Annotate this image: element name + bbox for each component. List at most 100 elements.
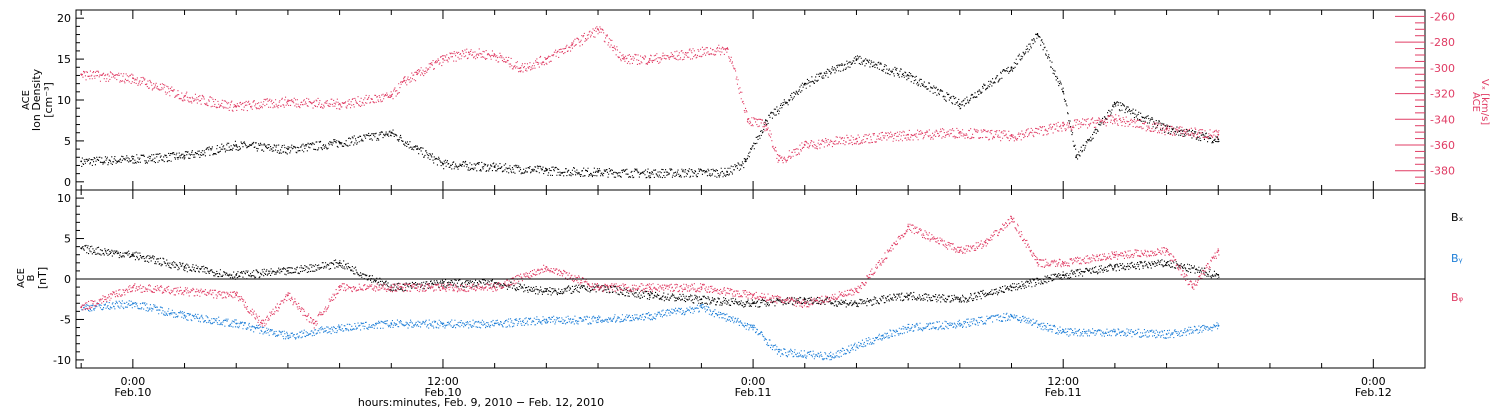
series-top-1-anchor-point [623,58,625,60]
series-bottom-1-anchor-point [597,318,599,321]
series-bottom-0-anchor-point [648,294,651,297]
series-bottom-0-anchor-point [183,266,186,268]
bottom-tick-label: 10 [57,192,71,205]
series-top-1-anchor-point [648,58,651,60]
series-top-1-anchor-point [403,79,406,82]
series-top-0-anchor-point [1036,33,1039,36]
top-panel-data [80,26,1220,179]
series-bottom-2-anchor-point [1062,261,1065,264]
series-bottom-2-anchor-point [1010,217,1013,220]
top-right-axis: -260 -280 -300 -320 -340 -360 -380 [1395,10,1455,185]
series-bottom-0-anchor-point [803,298,806,301]
series-bottom-2-anchor-point [390,286,393,288]
series-bottom-0 [80,244,1220,308]
series-bottom-1-anchor-point [1062,330,1065,333]
series-bottom-0-anchor-point [338,261,341,264]
series-top-1-anchor-point [493,54,496,56]
series-top-0-anchor-point [442,162,444,165]
series-top-0-anchor-point [726,171,729,173]
series-top-1-anchor-point [907,133,909,136]
series-bottom-2-anchor-point [752,294,754,297]
series-bottom-0-anchor-point [1165,261,1168,264]
top-right-tick-label: -300 [1430,62,1455,75]
series-bottom-0-anchor-point [855,302,858,305]
series-top-0-anchor-point [597,171,599,173]
series-top-0-anchor-point [744,160,747,163]
series-top-1-anchor-point [183,95,186,97]
x-tick-label-time: 0:00 [121,375,146,388]
series-top-1-anchor-point [1165,128,1168,131]
series-bottom-1-anchor-point [1010,314,1013,317]
series-top-1-anchor-point [390,95,393,97]
series-top-1-anchor-point [467,51,470,54]
series-top-0-anchor-point [132,158,134,160]
series-top-0-anchor-point [1114,103,1116,105]
series-bottom-2-anchor-point [80,306,83,309]
series-bottom-1-anchor-point [1114,330,1116,333]
series-bottom-1-anchor-point [648,314,651,317]
legend-by: Bᵧ [1451,252,1463,265]
x-tick-label-date: Feb.11 [1045,386,1082,399]
series-bottom-0-anchor-point [80,247,83,250]
series-bottom-0-anchor-point [442,282,444,284]
top-right-axis-title-line-2: Vₓ [km/s] [1479,79,1490,125]
series-bottom-2-anchor-point [958,249,961,252]
series-bottom-1-anchor-point [1165,333,1168,335]
series-bottom-0-anchor-point [1114,266,1116,268]
x-tick-label-time: 12:00 [1047,375,1079,388]
series-bottom-2-anchor-point [261,322,263,325]
legend-bx: Bₓ [1451,211,1464,224]
series-bottom-1-anchor-point [287,334,289,337]
series-top-0-anchor-point [416,148,418,151]
x-tick-label-date: Feb.11 [735,386,772,399]
top-left-axis-title: ACE Ion Density [cm⁻³] [21,68,55,131]
series-top-0-anchor-point [648,171,651,174]
series-top-1-anchor-point [519,67,522,69]
x-tick-label-time: 0:00 [1361,375,1386,388]
series-bottom-1-anchor-point [829,355,832,357]
series-bottom-1-anchor-point [235,322,238,325]
top-left-tick-label: 5 [64,135,71,148]
series-top-0-anchor-point [803,82,806,85]
series-bottom-1-anchor-point [1217,325,1220,327]
series-bottom-2-anchor-point [1114,253,1116,256]
series-top-1-anchor-point [803,144,806,146]
top-left-tick-label: 15 [57,53,71,66]
top-right-tick-label: -360 [1430,139,1455,152]
bottom-panel-data [80,215,1220,361]
top-left-tick-label: 0 [64,176,71,189]
top-left-axis-title-line-1: ACE [21,90,32,110]
series-top-0-anchor-point [338,141,341,144]
series-bottom-1-anchor-point [778,350,780,353]
series-bottom-2-anchor-point [338,286,341,288]
series-top-1-anchor-point [1114,118,1116,121]
series-bottom-2-anchor-point [183,290,186,292]
series-bottom-0-anchor-point [235,274,238,276]
top-right-axis-title: ACE Vₓ [km/s] [1470,79,1490,125]
top-right-tick-label: -320 [1430,88,1455,101]
x-axis: 0:00Feb.1012:00Feb.100:00Feb.1112:00Feb.… [80,10,1426,399]
series-top-0-anchor-point [493,166,496,169]
top-left-axis-title-line-2: Ion Density [30,68,43,131]
bottom-tick-label: -5 [60,313,71,326]
series-top-1-anchor-point [416,73,418,76]
bottom-axis-title-line-2: B [26,274,37,281]
bottom-axis-title-line-1: ACE [16,268,27,288]
series-top-0-anchor-point [1217,138,1220,141]
series-bottom-1-anchor-point [700,306,703,309]
series-bottom-0-anchor-point [700,298,703,301]
series-top-0-anchor-point [545,169,548,172]
series-bottom-1-anchor-point [442,322,444,325]
series-bottom-2-anchor-point [287,294,289,297]
series-top-1-anchor-point [597,28,599,31]
top-panel-frame [75,9,1426,191]
series-bottom-0-anchor-point [907,294,909,297]
series-bottom-2-anchor-point [235,294,238,297]
series-bottom-1-anchor-point [752,326,754,329]
top-right-axis-title-line-1: ACE [1470,92,1481,112]
top-right-tick-label: -380 [1430,165,1455,178]
series-top-1-anchor-point [338,103,341,105]
bottom-tick-label: -10 [53,354,71,367]
series-top-1-points [81,26,1220,164]
